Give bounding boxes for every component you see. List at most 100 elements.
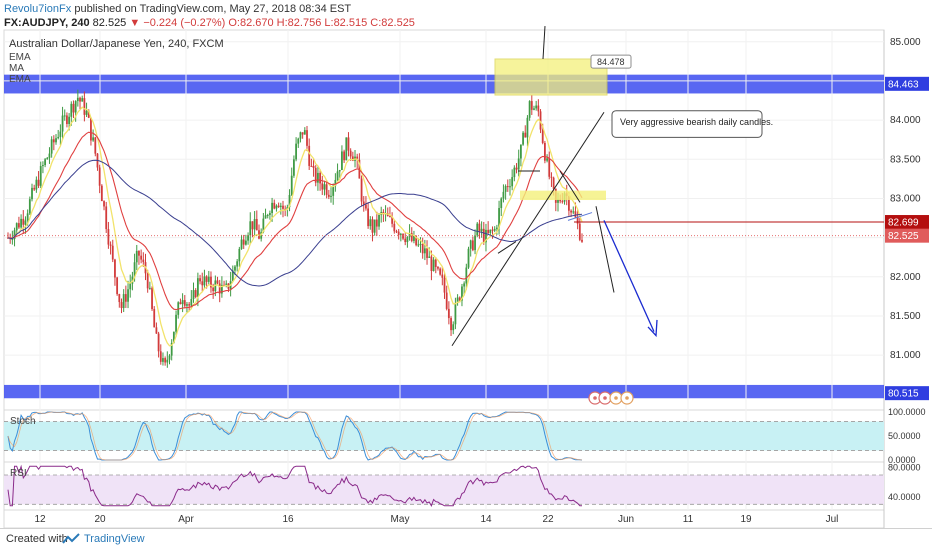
candle-body[interactable] — [395, 231, 398, 233]
candle-body[interactable] — [146, 273, 149, 289]
candle-body[interactable] — [129, 283, 132, 290]
candle-body[interactable] — [242, 239, 245, 245]
candle-body[interactable] — [181, 300, 184, 305]
candle-body[interactable] — [480, 228, 483, 232]
candle-body[interactable] — [498, 208, 500, 228]
author-link[interactable]: Revolu7ionFx — [4, 3, 72, 15]
candle-body[interactable] — [135, 250, 138, 263]
highlight-box-top[interactable] — [494, 58, 608, 96]
candle-body[interactable] — [308, 145, 311, 166]
candle-body[interactable] — [159, 351, 162, 362]
candle-body[interactable] — [533, 108, 535, 110]
candle-body[interactable] — [546, 158, 548, 161]
candle-body[interactable] — [325, 184, 328, 195]
candle-body[interactable] — [469, 240, 472, 249]
symbol-label[interactable]: FX:AUDJPY, 240 — [4, 17, 90, 29]
candle-body[interactable] — [323, 184, 326, 190]
candle-body[interactable] — [142, 259, 145, 263]
candle-body[interactable] — [255, 219, 258, 231]
candle-body[interactable] — [489, 229, 492, 233]
candle-body[interactable] — [253, 219, 256, 230]
rsi-line[interactable] — [7, 464, 582, 507]
candle-body[interactable] — [321, 183, 324, 190]
candle-body[interactable] — [290, 175, 293, 195]
candle-body[interactable] — [404, 238, 407, 243]
candle-body[interactable] — [393, 223, 396, 232]
candle-body[interactable] — [153, 309, 156, 328]
sr-zone-0[interactable] — [4, 74, 884, 94]
price-chart[interactable]: 84.478 Very aggressive bearish daily cand… — [0, 0, 932, 528]
candle-body[interactable] — [406, 236, 409, 243]
candle-body[interactable] — [487, 229, 490, 233]
candle-body[interactable] — [172, 331, 175, 343]
candle-body[interactable] — [519, 144, 522, 159]
sr-zone-1[interactable] — [4, 384, 884, 399]
candle-body[interactable] — [52, 139, 55, 143]
candle-body[interactable] — [258, 230, 260, 239]
ema-slow-line[interactable] — [7, 131, 583, 311]
candle-body[interactable] — [105, 206, 108, 230]
candle-body[interactable] — [44, 159, 47, 166]
candle-body[interactable] — [271, 202, 273, 214]
candle-body[interactable] — [37, 179, 40, 186]
candle-body[interactable] — [31, 187, 33, 200]
candle-body[interactable] — [55, 138, 57, 143]
candle-body[interactable] — [432, 259, 435, 271]
candle-body[interactable] — [439, 268, 442, 275]
candle-body[interactable] — [506, 186, 509, 188]
time-axis[interactable] — [3, 509, 885, 528]
candle-body[interactable] — [240, 239, 243, 249]
candle-body[interactable] — [430, 256, 433, 271]
candle-body[interactable] — [120, 302, 123, 309]
vertical-marker[interactable] — [542, 26, 546, 60]
ma-line[interactable] — [7, 159, 583, 287]
candle-body[interactable] — [275, 205, 278, 209]
candle-body[interactable] — [537, 105, 540, 112]
candle-body[interactable] — [314, 167, 317, 183]
candle-body[interactable] — [548, 158, 551, 177]
candle-body[interactable] — [515, 167, 518, 170]
candle-body[interactable] — [450, 318, 452, 331]
candle-body[interactable] — [369, 219, 372, 227]
candle-body[interactable] — [345, 137, 348, 161]
candle-body[interactable] — [581, 239, 583, 242]
candle-body[interactable] — [332, 185, 335, 196]
candle-body[interactable] — [188, 304, 191, 306]
candle-body[interactable] — [574, 211, 577, 218]
candle-body[interactable] — [445, 292, 448, 309]
candle-body[interactable] — [485, 229, 487, 243]
candle-body[interactable] — [535, 105, 538, 109]
candle-body[interactable] — [247, 235, 249, 241]
callout-box[interactable] — [611, 110, 763, 138]
candle-body[interactable] — [572, 211, 575, 213]
candle-body[interactable] — [297, 138, 300, 144]
candle-body[interactable] — [478, 223, 481, 232]
candle-body[interactable] — [244, 240, 247, 245]
candle-body[interactable] — [48, 153, 51, 158]
candle-body[interactable] — [371, 219, 374, 233]
candle-body[interactable] — [205, 276, 208, 282]
candle-body[interactable] — [264, 215, 267, 219]
candle-body[interactable] — [196, 278, 199, 298]
candle-body[interactable] — [578, 223, 581, 240]
candle-body[interactable] — [378, 214, 380, 227]
candle-body[interactable] — [295, 143, 297, 160]
candle-body[interactable] — [417, 244, 420, 246]
ema-fast-line[interactable] — [7, 106, 583, 347]
candle-body[interactable] — [367, 208, 370, 227]
trend-line[interactable] — [451, 111, 605, 347]
candle-body[interactable] — [162, 358, 164, 362]
candle-body[interactable] — [495, 227, 498, 229]
candle-body[interactable] — [279, 205, 282, 207]
candle-body[interactable] — [42, 165, 44, 167]
candle-body[interactable] — [236, 261, 239, 267]
candle-body[interactable] — [299, 132, 302, 139]
candle-body[interactable] — [365, 204, 367, 209]
candle-body[interactable] — [399, 233, 402, 235]
candle-body[interactable] — [539, 111, 542, 130]
candle-body[interactable] — [212, 287, 215, 292]
candle-body[interactable] — [461, 286, 463, 301]
candle-body[interactable] — [164, 358, 167, 363]
candle-body[interactable] — [72, 103, 75, 113]
candle-body[interactable] — [170, 342, 173, 356]
